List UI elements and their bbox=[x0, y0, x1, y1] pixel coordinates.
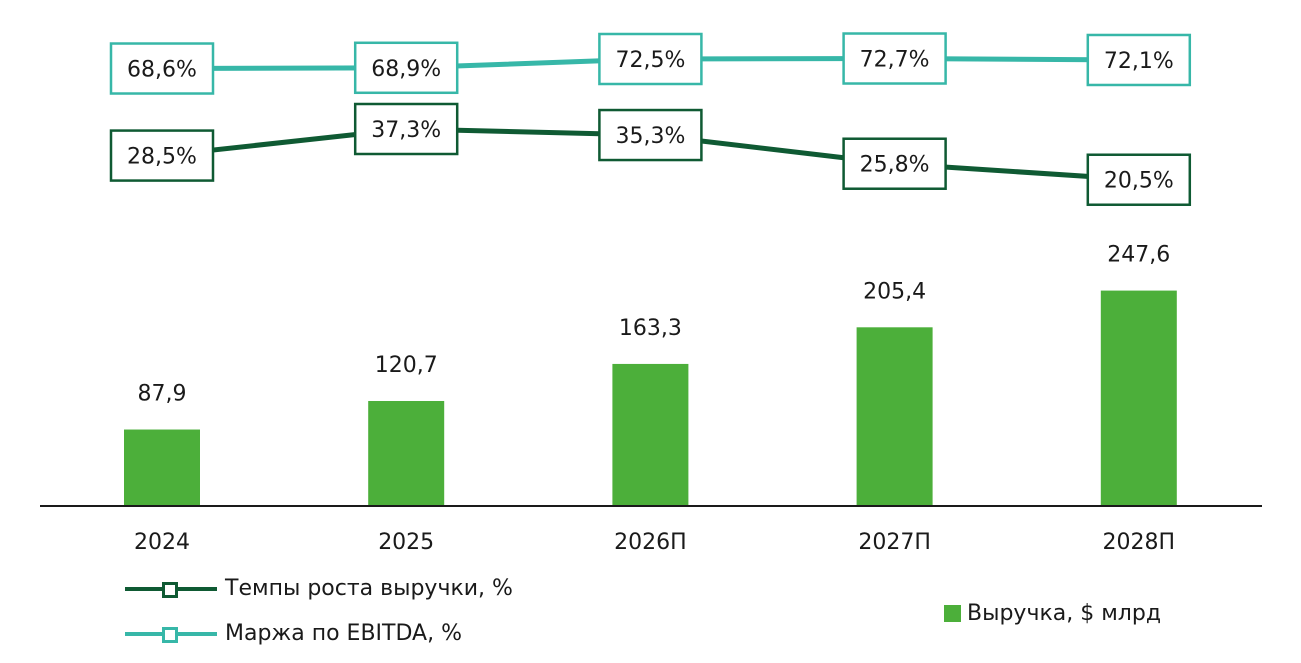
revenue-value-label: 87,9 bbox=[138, 382, 187, 407]
ebitda-label-box bbox=[842, 32, 947, 85]
revenue-bar bbox=[612, 363, 689, 506]
ebitda-label-box bbox=[353, 41, 459, 95]
growth-label-box bbox=[1086, 153, 1192, 206]
revenue-bar bbox=[1100, 290, 1177, 506]
revenue-value-label: 163,3 bbox=[619, 316, 682, 341]
revenue-value-label: 120,7 bbox=[375, 353, 438, 378]
growth-value-label: 35,3% bbox=[615, 124, 685, 149]
ebitda-value-label: 72,7% bbox=[860, 48, 930, 73]
legend-ebitda: Маржа по EBITDA, % bbox=[125, 621, 462, 646]
ebitda-label-box bbox=[1086, 33, 1192, 87]
ebitda-value-label: 68,6% bbox=[127, 58, 197, 83]
legend-growth-label: Темпы роста выручки, % bbox=[225, 576, 513, 601]
growth-label-box bbox=[109, 129, 215, 182]
revenue-bar bbox=[856, 327, 933, 506]
legend-revenue-swatch bbox=[944, 605, 961, 622]
revenue-bar bbox=[124, 429, 200, 506]
legend-revenue: Выручка, $ млрд bbox=[944, 601, 1161, 626]
x-tick-label: 2028П bbox=[1103, 530, 1176, 555]
x-tick-label: 2024 bbox=[134, 530, 190, 555]
growth-label-box bbox=[842, 137, 947, 190]
ebitda-label-box bbox=[598, 32, 703, 86]
ebitda-value-label: 68,9% bbox=[371, 57, 441, 82]
legend-ebitda-swatch bbox=[125, 626, 217, 643]
x-tick-label: 2027П bbox=[858, 530, 931, 555]
legend-ebitda-label: Маржа по EBITDA, % bbox=[225, 621, 462, 646]
growth-label-box bbox=[598, 108, 703, 162]
growth-value-label: 25,8% bbox=[860, 153, 930, 178]
legend-growth: Темпы роста выручки, % bbox=[125, 576, 513, 601]
x-tick-label: 2026П bbox=[614, 530, 687, 555]
ebitda-value-label: 72,5% bbox=[615, 48, 685, 73]
revenue-value-label: 247,6 bbox=[1107, 243, 1170, 268]
growth-label-box bbox=[353, 102, 459, 156]
growth-value-label: 28,5% bbox=[127, 145, 197, 170]
legend-growth-swatch bbox=[125, 581, 217, 598]
growth-value-label: 37,3% bbox=[371, 118, 441, 143]
growth-value-label: 20,5% bbox=[1104, 169, 1174, 194]
revenue-bar bbox=[368, 400, 445, 506]
x-tick-label: 2025 bbox=[378, 530, 434, 555]
legend-revenue-label: Выручка, $ млрд bbox=[967, 601, 1162, 626]
ebitda-value-label: 72,1% bbox=[1104, 49, 1174, 74]
revenue-value-label: 205,4 bbox=[863, 279, 926, 304]
ebitda-label-box bbox=[109, 42, 215, 95]
